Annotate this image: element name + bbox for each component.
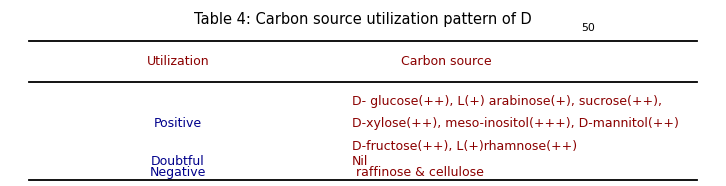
Text: Positive: Positive xyxy=(154,117,202,130)
Text: Nil: Nil xyxy=(352,155,369,168)
Text: 50: 50 xyxy=(581,23,595,33)
Text: Doubtful: Doubtful xyxy=(151,155,205,168)
Text: D-fructose(++), L(+)rhamnose(++): D-fructose(++), L(+)rhamnose(++) xyxy=(352,140,577,153)
Text: Negative: Negative xyxy=(150,166,206,179)
Text: Carbon source: Carbon source xyxy=(401,55,492,68)
Text: raffinose & cellulose: raffinose & cellulose xyxy=(352,166,484,179)
Text: D-xylose(++), meso-inositol(+++), D-mannitol(++): D-xylose(++), meso-inositol(+++), D-mann… xyxy=(352,117,679,130)
Text: D- glucose(++), L(+) arabinose(+), sucrose(++),: D- glucose(++), L(+) arabinose(+), sucro… xyxy=(352,95,662,108)
Text: Table 4: Carbon source utilization pattern of D: Table 4: Carbon source utilization patte… xyxy=(194,12,532,27)
Text: Utilization: Utilization xyxy=(147,55,209,68)
